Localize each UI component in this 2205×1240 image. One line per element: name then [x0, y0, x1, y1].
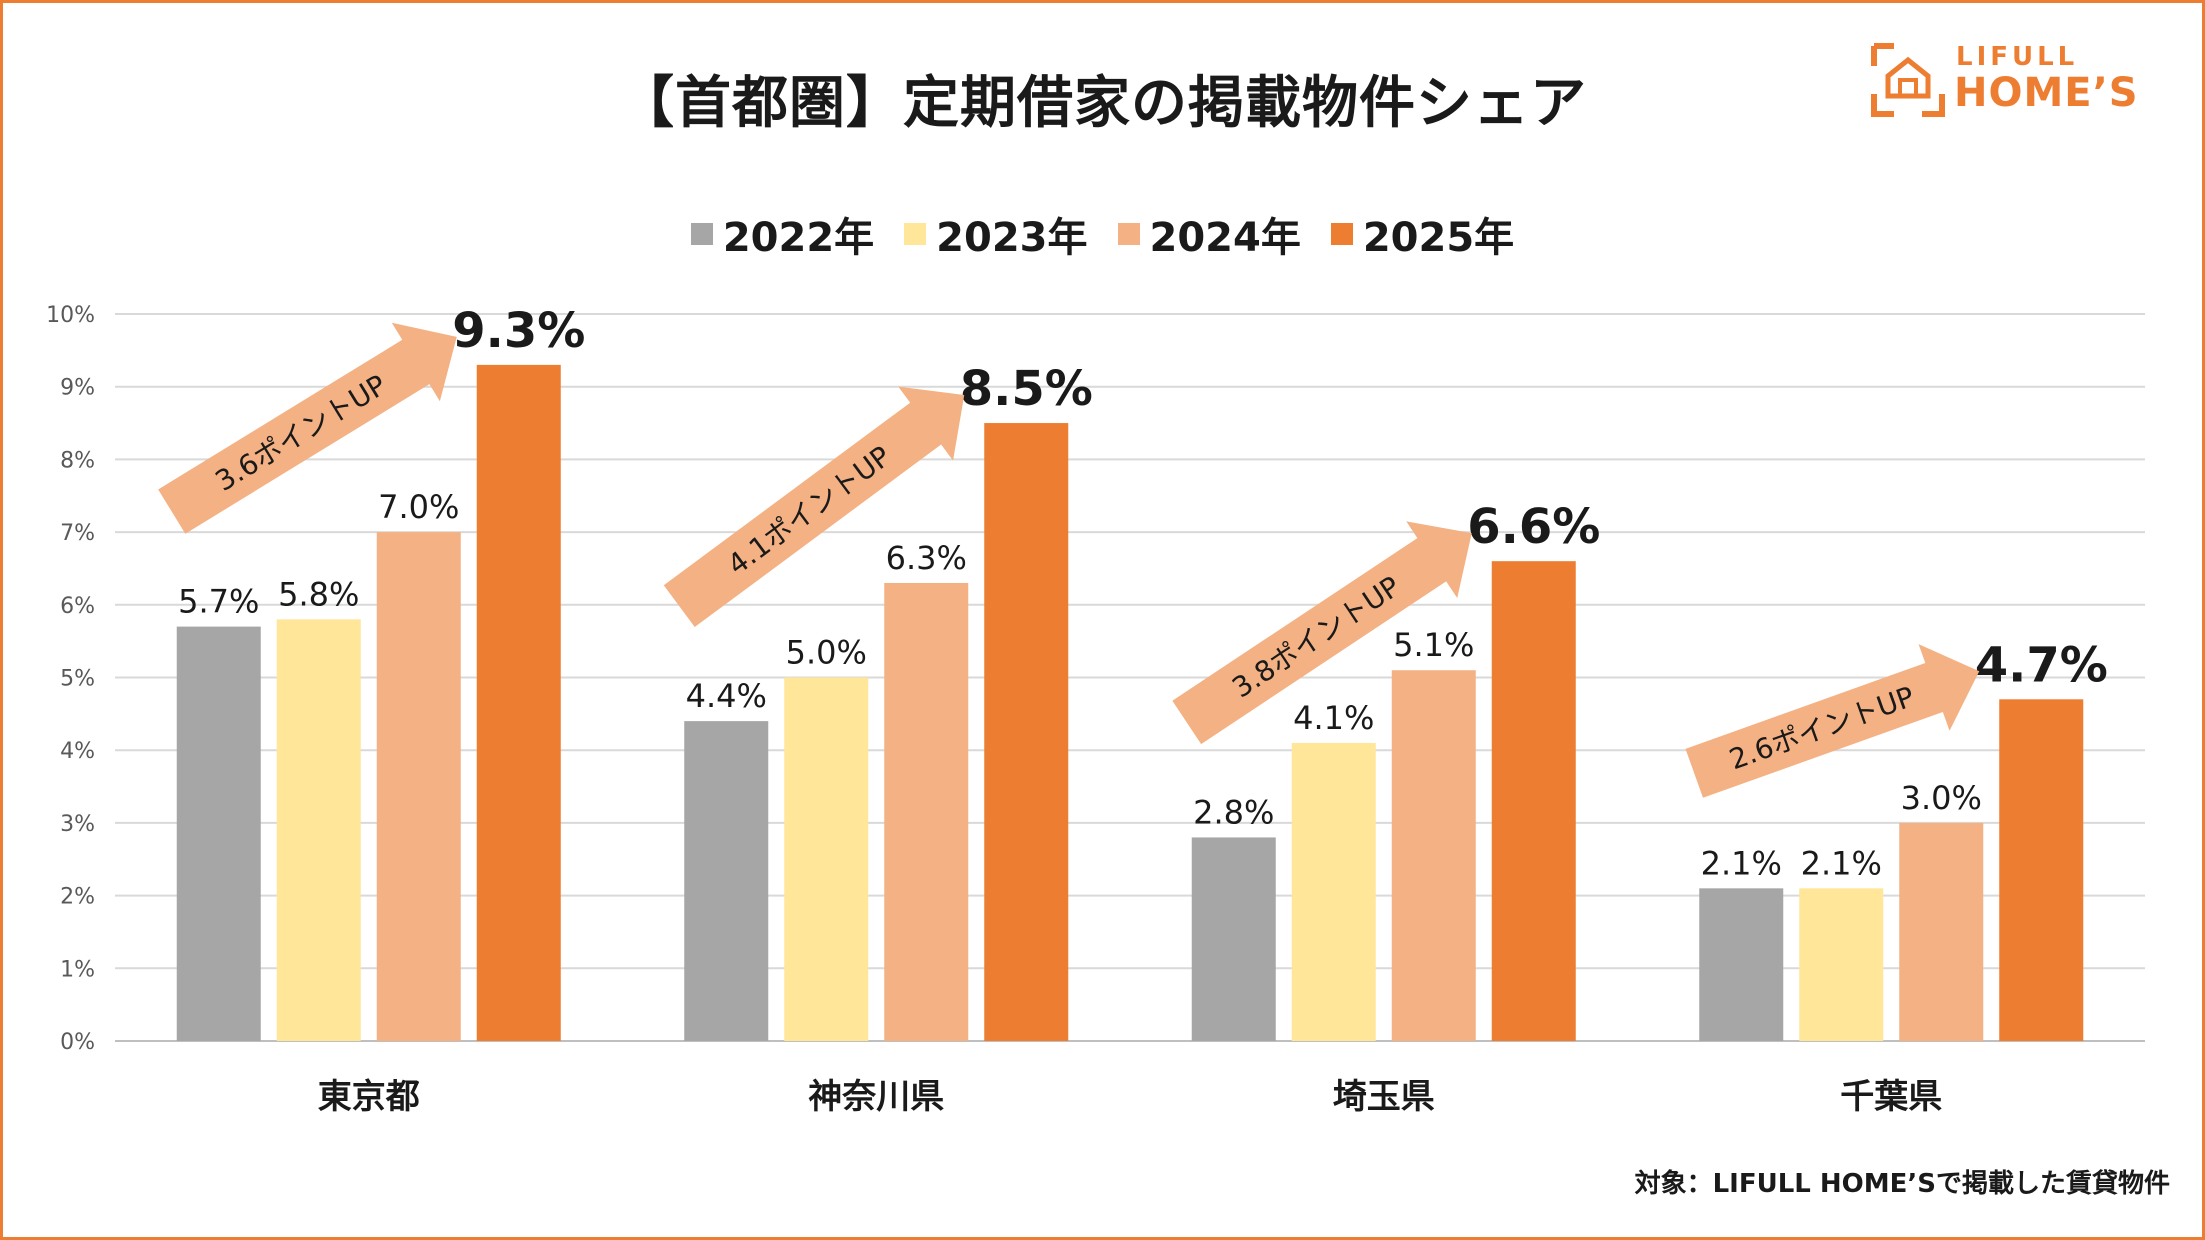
y-tick-label: 6% — [60, 594, 95, 619]
arrow-shape — [1172, 521, 1472, 745]
legend-label: 2024年 — [1149, 215, 1301, 261]
data-label: 4.4% — [686, 677, 767, 715]
x-category-label: 神奈川県 — [808, 1077, 944, 1117]
y-tick-label: 3% — [60, 812, 95, 837]
x-category-label: 千葉県 — [1840, 1077, 1942, 1117]
house-logo-icon — [1871, 43, 1945, 117]
bar — [884, 582, 969, 1041]
legend-swatch — [1117, 223, 1140, 245]
arrow-annotation-label: 4.1ポイントUP — [721, 440, 896, 582]
data-label: 7.0% — [378, 488, 459, 526]
arrow-annotation-label: 3.6ポイントUP — [210, 368, 393, 497]
data-label: 6.6% — [1467, 499, 1600, 555]
y-tick-label: 4% — [60, 739, 95, 764]
bar — [984, 423, 1069, 1041]
lifull-homes-logo: LIFULL HOME’S — [1868, 40, 2148, 120]
legend-label: 2022年 — [722, 215, 875, 261]
bar — [476, 364, 561, 1041]
footnote: 対象：LIFULL HOME’Sで掲載した賃貸物件 — [1634, 1169, 2170, 1199]
y-tick-label: 8% — [60, 448, 95, 473]
arrow-shape — [1685, 644, 1980, 798]
bar — [1391, 670, 1476, 1041]
data-label: 4.7% — [1975, 637, 2108, 693]
legend-item: 2025年 — [1330, 205, 1515, 263]
data-label: 2.8% — [1193, 793, 1274, 831]
data-label: 5.0% — [786, 634, 867, 672]
legend-swatch — [1330, 223, 1353, 245]
data-label: 4.1% — [1293, 699, 1374, 737]
data-label: 5.7% — [178, 583, 259, 621]
bar — [1799, 888, 1884, 1041]
logo-text-bottom: HOME’S — [1954, 70, 2139, 116]
data-label: 6.3% — [886, 539, 967, 577]
y-tick-label: 5% — [60, 667, 95, 692]
data-label: 2.1% — [1801, 844, 1882, 882]
bar — [1899, 822, 1984, 1041]
x-category-label: 埼玉県 — [1333, 1077, 1435, 1117]
bar — [784, 677, 869, 1041]
data-label: 5.1% — [1393, 626, 1474, 664]
legend-item: 2022年 — [690, 205, 875, 263]
arrow-shape — [158, 322, 457, 534]
arrow-shape — [663, 386, 965, 628]
y-tick-label: 10% — [46, 303, 95, 328]
bar — [276, 619, 361, 1041]
data-label: 5.8% — [278, 575, 359, 613]
legend-swatch — [904, 223, 927, 245]
data-label: 8.5% — [960, 361, 1093, 417]
chart-title: 【首都圏】定期借家の掲載物件シェア — [618, 71, 1587, 136]
logo-text-top: LIFULL — [1956, 42, 2079, 72]
legend-item: 2024年 — [1117, 205, 1301, 263]
legend-label: 2023年 — [936, 215, 1088, 261]
bar — [176, 626, 261, 1041]
y-tick-label: 0% — [60, 1030, 95, 1055]
bar — [1291, 742, 1376, 1041]
bar — [684, 721, 769, 1041]
data-label: 3.0% — [1901, 779, 1982, 817]
y-tick-label: 7% — [60, 521, 95, 546]
legend-swatch — [690, 223, 713, 245]
bar — [1999, 699, 2084, 1041]
legend: 2022年 2023年 2024年 2025年 — [0, 205, 2205, 263]
data-label: 9.3% — [452, 303, 585, 359]
bar — [1491, 561, 1576, 1041]
bar — [376, 532, 461, 1041]
bar — [1699, 888, 1784, 1041]
y-tick-label: 1% — [60, 957, 95, 982]
legend-item: 2023年 — [904, 205, 1088, 263]
x-category-label: 東京都 — [318, 1077, 420, 1117]
y-tick-label: 2% — [60, 885, 95, 910]
bar — [1191, 837, 1276, 1041]
data-label: 2.1% — [1701, 844, 1782, 882]
y-tick-label: 9% — [60, 376, 95, 401]
arrow-annotation-label: 3.8ポイントUP — [1226, 570, 1406, 705]
legend-label: 2025年 — [1362, 215, 1515, 261]
